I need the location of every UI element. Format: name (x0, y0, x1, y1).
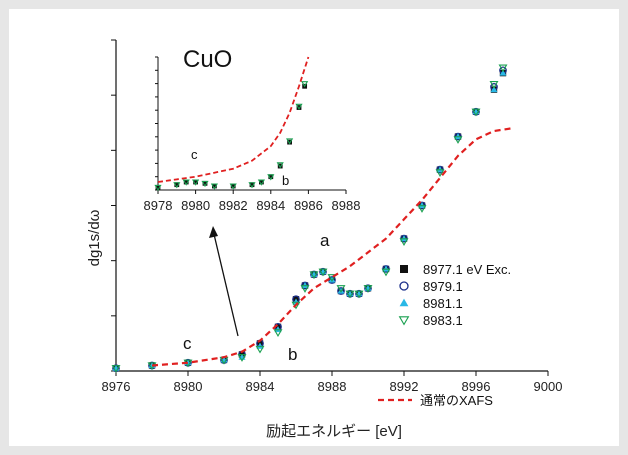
data-point (274, 326, 282, 333)
series-line (151, 127, 513, 367)
legend-marker (399, 281, 409, 291)
inset-data-point (182, 179, 190, 186)
data-point (111, 365, 121, 373)
inset-data-point (183, 179, 189, 185)
inset-x-tick-label: 8980 (181, 198, 210, 213)
legend-marker (398, 316, 410, 326)
inset-data-point (248, 182, 256, 189)
inset-data-point (286, 138, 294, 145)
inset-annotation-c: c (191, 147, 198, 162)
inset-data-point (210, 183, 218, 190)
data-point (309, 271, 319, 280)
legend-label: 8981.1 (423, 296, 463, 311)
inset-data-point (295, 103, 303, 110)
inset-data-point (249, 182, 255, 188)
inset-data-point (301, 81, 309, 88)
pointer-arrowhead (209, 226, 218, 238)
inset-data-point (277, 163, 283, 169)
data-point (301, 281, 309, 289)
data-point (490, 86, 498, 93)
x-axis-label: 励起エネルギー [eV] (266, 423, 402, 440)
annotation-b: b (288, 345, 297, 364)
data-point (435, 169, 445, 178)
data-point (336, 285, 346, 293)
inset-data-point (296, 105, 302, 110)
inset-data-point (268, 174, 274, 180)
inset-data-point (173, 182, 181, 189)
pointer-arrow (212, 229, 239, 337)
legend-label: 8983.1 (423, 313, 463, 328)
data-point (436, 166, 444, 173)
data-point (382, 265, 390, 272)
inset-data-point (201, 180, 209, 188)
data-point (471, 108, 481, 117)
inset-x-tick-label: 8986 (294, 198, 323, 213)
main-axes: 8976 8980 8984 8988 8992 8996 9000 (102, 39, 563, 394)
data-point (300, 285, 310, 293)
inset-annotation-b: b (282, 173, 289, 188)
inset-data-point (155, 184, 161, 190)
inset-data-point (154, 184, 162, 192)
data-point (499, 69, 507, 76)
legend-marker (399, 298, 409, 307)
data-point (354, 290, 364, 299)
data-point (400, 235, 408, 242)
data-point (255, 345, 265, 354)
y-axis-label: dg1s/dω (86, 209, 103, 266)
inset-x-tick-label: 8988 (332, 198, 361, 213)
inset-title: CuO (183, 46, 232, 73)
data-point (399, 238, 409, 246)
x-tick-label: 8984 (246, 379, 275, 394)
inset-data-point (230, 183, 236, 189)
inset-data-point (229, 183, 237, 190)
data-point (381, 268, 391, 277)
data-point (328, 276, 336, 283)
main-plot-area (111, 64, 513, 373)
inset-plot: 8978 8980 8982 8984 8986 8988 (144, 56, 361, 213)
inset-series-line (157, 56, 310, 183)
x-tick-label: 8980 (174, 379, 203, 394)
annotation-c: c (183, 334, 192, 353)
data-point (318, 268, 328, 277)
x-tick-label: 8976 (102, 379, 131, 394)
inset-data-point (267, 174, 275, 181)
x-tick-label: 9000 (534, 379, 563, 394)
inset-data-point (212, 183, 217, 189)
data-point (237, 354, 247, 362)
data-point (345, 290, 355, 299)
inset-data-point (287, 139, 292, 145)
legend-label: 8977.1 eV Exc. (423, 262, 511, 277)
data-point (363, 285, 373, 293)
data-point (453, 136, 463, 144)
x-tick-label: 8992 (390, 379, 419, 394)
inset-data-point (257, 179, 265, 186)
data-point (337, 287, 345, 294)
data-point (418, 201, 426, 209)
legend: 8977.1 eV Exc. 8979.1 8981.1 8983.1 通常のXAFS (378, 262, 511, 408)
figure-frame (9, 9, 619, 446)
data-point (327, 274, 337, 282)
data-point (489, 81, 499, 89)
inset-data-point (192, 179, 200, 186)
annotation-a: a (320, 231, 330, 250)
legend-label: 通常のXAFS (420, 393, 493, 408)
data-point (498, 64, 508, 73)
inset-data-point (276, 162, 284, 169)
inset-x-tick-label: 8978 (144, 198, 173, 213)
data-point (256, 342, 264, 349)
x-tick-label: 8996 (462, 379, 491, 394)
x-tick-label: 8988 (318, 379, 347, 394)
inset-data-point (259, 179, 264, 185)
inset-x-tick-label: 8984 (256, 198, 285, 213)
data-point (273, 329, 283, 338)
inset-x-tick-label: 8982 (219, 198, 248, 213)
inset-data-point (174, 182, 180, 188)
legend-label: 8979.1 (423, 279, 463, 294)
data-point (454, 133, 462, 140)
inset-data-point (193, 179, 198, 185)
inset-data-point (202, 180, 208, 186)
legend-marker (400, 265, 408, 273)
data-point (417, 205, 427, 213)
